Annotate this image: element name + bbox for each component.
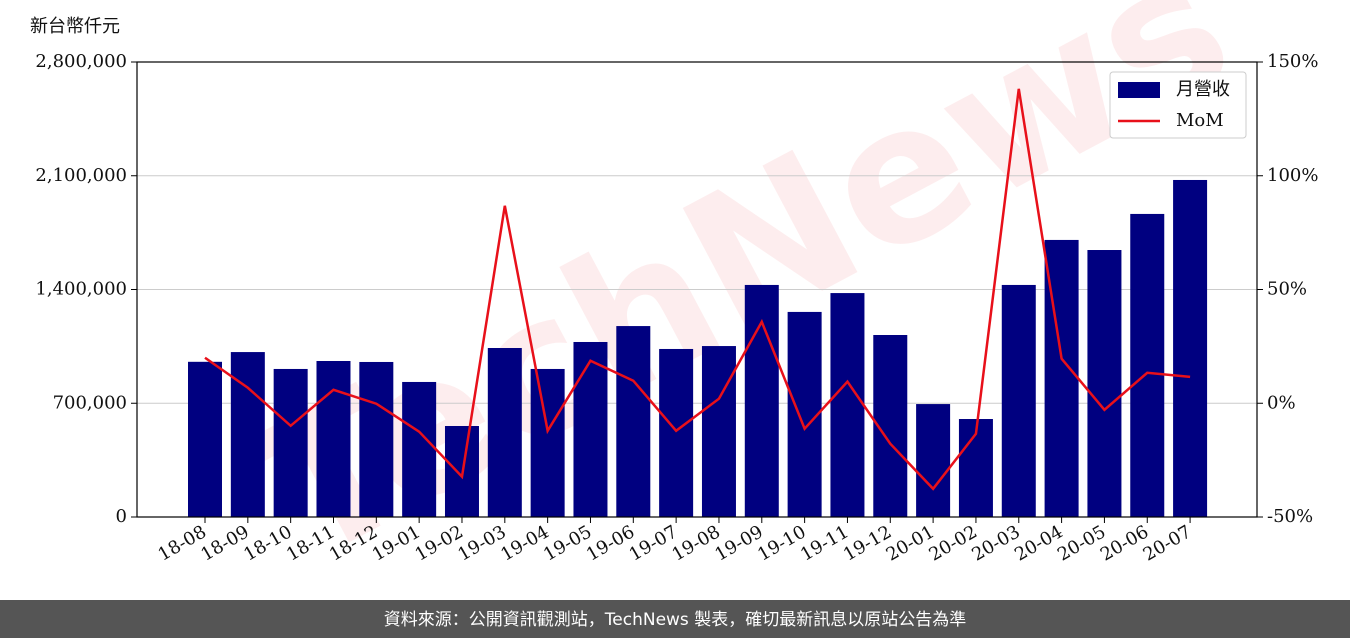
y2-tick-label: 50%: [1267, 279, 1307, 300]
bar: [659, 348, 694, 517]
y2-tick-label: 0%: [1267, 392, 1296, 413]
bar: [1173, 179, 1208, 517]
bar: [188, 361, 222, 517]
footer-bar: [0, 600, 1350, 638]
x-tick-label: 20-07: [1140, 521, 1195, 565]
bar: [1130, 213, 1165, 517]
y-tick-label: 0: [116, 506, 127, 527]
x-tick-label: 18-08: [155, 521, 210, 565]
x-tick-label: 20-02: [926, 521, 981, 565]
x-tick-label: 20-04: [1011, 521, 1066, 565]
y2-tick-label: 150%: [1267, 51, 1318, 72]
bar: [359, 361, 394, 517]
x-tick-label: 18-10: [240, 521, 295, 565]
legend-swatch: [1118, 82, 1160, 98]
x-tick-label: 19-05: [540, 521, 595, 565]
bar: [530, 368, 565, 517]
x-tick-label: 19-11: [797, 521, 852, 565]
x-tick-label: 20-05: [1054, 521, 1109, 565]
x-tick-label: 19-06: [583, 521, 638, 565]
bar: [273, 368, 308, 517]
y-axis-label: 新台幣仟元: [30, 16, 120, 37]
bar: [701, 346, 736, 517]
x-tick-label: 19-04: [497, 521, 552, 565]
x-tick-label: 18-09: [197, 521, 252, 565]
x-tick-label: 19-12: [840, 521, 895, 565]
legend-label: MoM: [1176, 110, 1224, 131]
x-tick-label: 20-06: [1097, 521, 1152, 565]
bar: [230, 352, 265, 517]
y-tick-label: 1,400,000: [35, 279, 127, 300]
bar: [616, 326, 651, 517]
line: [204, 88, 1191, 491]
x-tick-label: 19-10: [754, 521, 809, 565]
bar: [402, 381, 437, 517]
x-tick-label: 19-07: [626, 521, 681, 565]
y-tick-label: 2,100,000: [35, 165, 127, 186]
plot-frame: [136, 61, 1258, 518]
bar: [1087, 250, 1122, 517]
x-tick-label: 19-09: [711, 521, 766, 565]
bar: [1001, 284, 1036, 517]
y2-tick-label: 100%: [1267, 165, 1318, 186]
footer-text: 資料來源：公開資訊觀測站，TechNews 製表，確切最新訊息以原站公告為準: [384, 610, 966, 630]
x-tick-label: 20-01: [883, 521, 938, 565]
x-tick-label: 19-08: [669, 521, 724, 565]
y-tick-label: 2,800,000: [35, 51, 127, 72]
y2-tick-label: -50%: [1267, 506, 1313, 527]
legend-label: 月營收: [1176, 79, 1230, 100]
y-tick-label: 700,000: [53, 392, 127, 413]
bar: [573, 341, 608, 517]
bar: [830, 293, 865, 517]
x-tick-label: 20-03: [968, 521, 1023, 565]
bar: [916, 404, 951, 517]
bar: [487, 348, 522, 517]
bar: [316, 361, 351, 517]
